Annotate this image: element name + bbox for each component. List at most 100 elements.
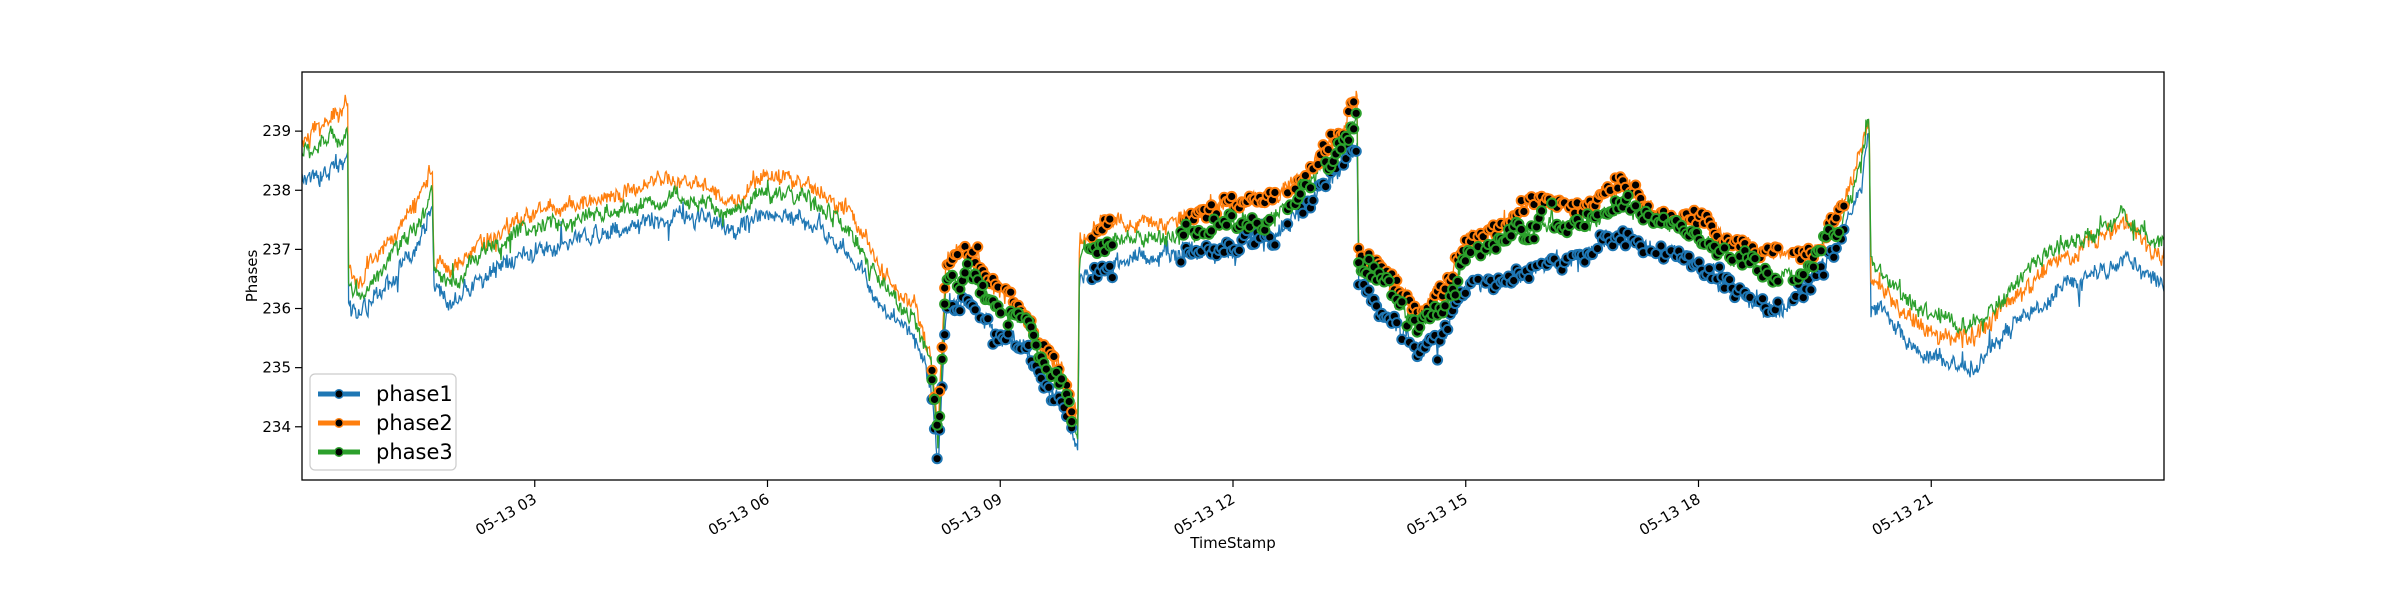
anomaly-point-phase1 <box>1828 251 1840 263</box>
anomaly-point-phase1 <box>1523 272 1535 284</box>
anomaly-markers-phase1 <box>926 142 1850 465</box>
anomaly-point-phase3 <box>1579 220 1591 233</box>
anomaly-point-phase1 <box>982 313 994 325</box>
anomaly-point-phase1 <box>1307 194 1319 206</box>
x-axis-label: TimeStamp <box>1189 534 1275 552</box>
legend-marker-phase1 <box>334 389 344 399</box>
anomaly-point-phase1 <box>1683 250 1695 262</box>
anomaly-point-phase2 <box>1066 406 1078 418</box>
anomaly-point-phase1 <box>931 453 943 465</box>
anomaly-point-phase1 <box>1805 284 1817 296</box>
anomaly-point-phase1 <box>1269 239 1281 251</box>
anomaly-point-phase3 <box>1439 300 1451 312</box>
anomaly-point-phase3 <box>1040 363 1052 375</box>
anomaly-point-phase3 <box>1414 321 1426 333</box>
anomaly-point-phase1 <box>1431 354 1444 366</box>
anomaly-point-phase2 <box>951 249 964 261</box>
anomaly-point-phase3 <box>1749 253 1761 265</box>
anomaly-point-phase1 <box>1818 269 1830 281</box>
anomaly-point-phase3 <box>1815 245 1827 257</box>
anomaly-point-phase3 <box>939 298 951 310</box>
anomaly-point-phase3 <box>1304 182 1317 194</box>
anomaly-point-phase3 <box>995 307 1007 319</box>
anomaly-point-phase3 <box>1383 275 1395 287</box>
anomaly-point-phase3 <box>1396 296 1408 308</box>
anomaly-point-phase1 <box>1830 242 1842 254</box>
anomaly-point-phase3 <box>1464 246 1477 258</box>
anomaly-point-phase1 <box>1655 240 1667 252</box>
anomaly-point-phase2 <box>1048 350 1060 363</box>
anomaly-point-phase2 <box>936 341 948 353</box>
anomaly-point-phase3 <box>1028 329 1040 341</box>
anomaly-point-phase1 <box>1175 256 1187 268</box>
anomaly-point-phase3 <box>1030 339 1042 351</box>
anomaly-point-phase3 <box>1177 229 1190 241</box>
anomaly-point-phase3 <box>1622 189 1634 202</box>
anomaly-point-phase1 <box>1233 244 1246 256</box>
anomaly-point-phase3 <box>1348 123 1360 135</box>
anomaly-point-phase1 <box>1363 284 1375 296</box>
y-tick-label: 239 <box>262 122 291 140</box>
anomaly-point-phase1 <box>1591 243 1604 255</box>
plot-area <box>302 90 2164 465</box>
anomaly-point-phase3 <box>1205 225 1218 237</box>
legend-label-phase2: phase2 <box>376 411 453 435</box>
anomaly-point-phase2 <box>1005 286 1017 298</box>
anomaly-point-phase1 <box>1772 296 1784 308</box>
anomaly-point-phase2 <box>1348 96 1360 108</box>
anomaly-point-phase3 <box>1055 373 1068 385</box>
anomaly-point-phase3 <box>928 393 941 405</box>
anomaly-point-phase3 <box>1449 289 1461 301</box>
anomaly-point-phase1 <box>1703 263 1715 275</box>
anomaly-point-phase1 <box>1297 207 1309 219</box>
legend-box <box>309 373 457 471</box>
anomaly-point-phase3 <box>1264 213 1276 225</box>
anomaly-point-phase3 <box>1630 200 1642 212</box>
anomaly-point-phase3 <box>1343 134 1355 146</box>
anomaly-point-phase2 <box>934 385 946 397</box>
anomaly-point-phase3 <box>1833 226 1845 238</box>
anomaly-point-phase3 <box>1452 275 1464 287</box>
anomaly-point-phase3 <box>1505 230 1517 242</box>
anomaly-point-phase3 <box>1066 416 1078 428</box>
anomaly-point-phase2 <box>1104 213 1116 225</box>
anomaly-point-phase1 <box>1757 293 1769 305</box>
anomaly-point-phase3 <box>946 269 958 281</box>
anomaly-point-phase1 <box>1104 260 1116 272</box>
anomaly-point-phase3 <box>1063 395 1075 408</box>
anomaly-point-phase1 <box>1370 300 1383 312</box>
anomaly-point-phase1 <box>939 329 951 341</box>
anomaly-point-phase3 <box>1226 210 1238 222</box>
anomaly-point-phase3 <box>1002 319 1014 331</box>
anomaly-point-phase2 <box>1205 199 1218 211</box>
anomaly-point-phase3 <box>1490 243 1502 255</box>
anomaly-point-phase3 <box>1772 275 1784 287</box>
anomaly-point-phase1 <box>1442 323 1454 336</box>
anomaly-point-phase3 <box>1221 219 1233 231</box>
anomaly-point-phase1 <box>1282 218 1294 230</box>
anomaly-point-phase3 <box>1718 242 1731 254</box>
anomaly-point-phase3 <box>1528 233 1540 245</box>
anomaly-point-phase3 <box>1106 239 1118 251</box>
anomaly-point-phase1 <box>1043 381 1055 393</box>
anomaly-point-phase3 <box>1515 223 1527 236</box>
anomaly-markers-phase3 <box>926 107 1845 431</box>
anomaly-point-phase2 <box>1772 242 1784 254</box>
anomaly-point-phase3 <box>1807 261 1820 273</box>
anomaly-point-phase3 <box>934 410 946 423</box>
anomaly-point-phase3 <box>926 374 938 386</box>
y-tick-label: 235 <box>262 359 291 377</box>
anomaly-point-phase3 <box>1294 188 1306 200</box>
anomaly-point-phase1 <box>1508 275 1520 287</box>
y-tick-label: 234 <box>262 418 291 436</box>
anomaly-point-phase1 <box>1320 181 1332 193</box>
y-tick-label: 236 <box>262 300 291 318</box>
anomaly-point-phase3 <box>1546 197 1558 209</box>
y-tick-label: 237 <box>262 240 291 258</box>
anomaly-point-phase3 <box>1459 255 1472 267</box>
anomaly-point-phase1 <box>1391 317 1403 329</box>
y-axis: 234 235 236 237 238 239 <box>262 122 302 436</box>
anomaly-point-phase1 <box>1350 145 1362 157</box>
anomaly-point-phase2 <box>1269 186 1281 199</box>
anomaly-point-phase2 <box>1226 190 1238 203</box>
